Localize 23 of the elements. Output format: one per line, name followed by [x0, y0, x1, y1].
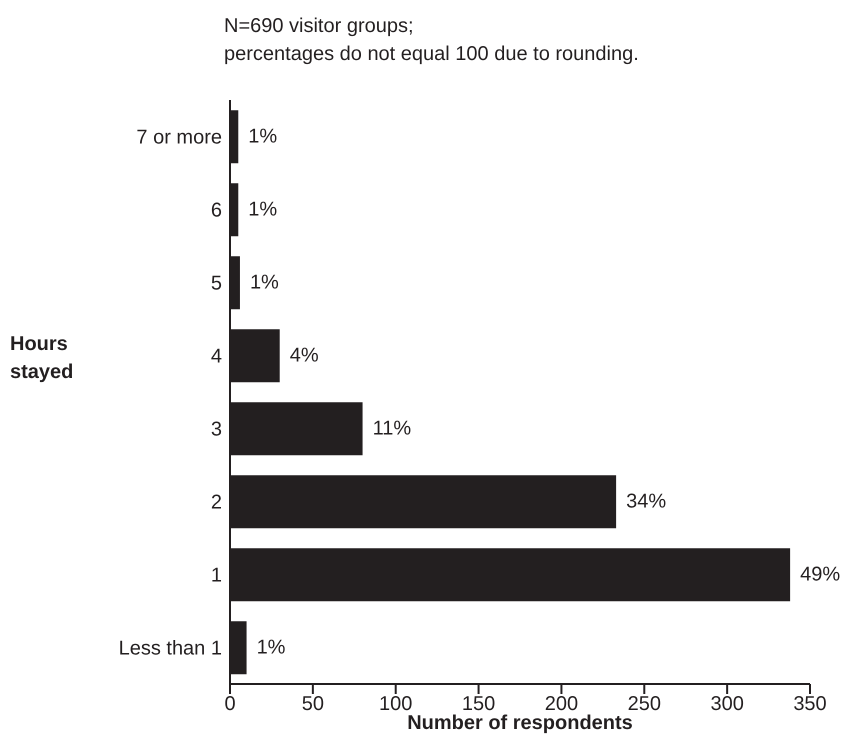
x-tick-label: 300	[710, 693, 744, 716]
annotation: 1%	[256, 636, 286, 658]
x-tick-label: 350	[793, 693, 827, 716]
text: N=690 visitor groups;	[224, 14, 415, 39]
y-tick-label: 3	[210, 418, 222, 441]
y-tick-label: 2	[210, 492, 222, 514]
y-tick-label: 4	[210, 346, 222, 368]
annotation: 11%	[372, 418, 412, 440]
y-tick-label: 1	[210, 564, 222, 587]
x-tick-label: 50	[302, 693, 324, 716]
annotation: 34%	[626, 490, 666, 512]
annotation: 49%	[800, 564, 840, 586]
y-tick-label: 6	[210, 200, 222, 222]
annotation: 1%	[248, 126, 278, 148]
annotation: 4%	[290, 344, 319, 366]
x-tick-label: 0	[224, 693, 236, 716]
annotation: 1%	[248, 198, 278, 220]
y-tick-label: 5	[210, 272, 222, 295]
annotation: 1%	[250, 272, 280, 294]
y-tick-label: 7 or more	[136, 126, 222, 149]
y-tick-label: Less than 1	[118, 638, 222, 660]
y-axis-title: Hours stayed	[10, 332, 74, 385]
text: percentages do not equal 100 due to rounding.	[224, 42, 639, 67]
